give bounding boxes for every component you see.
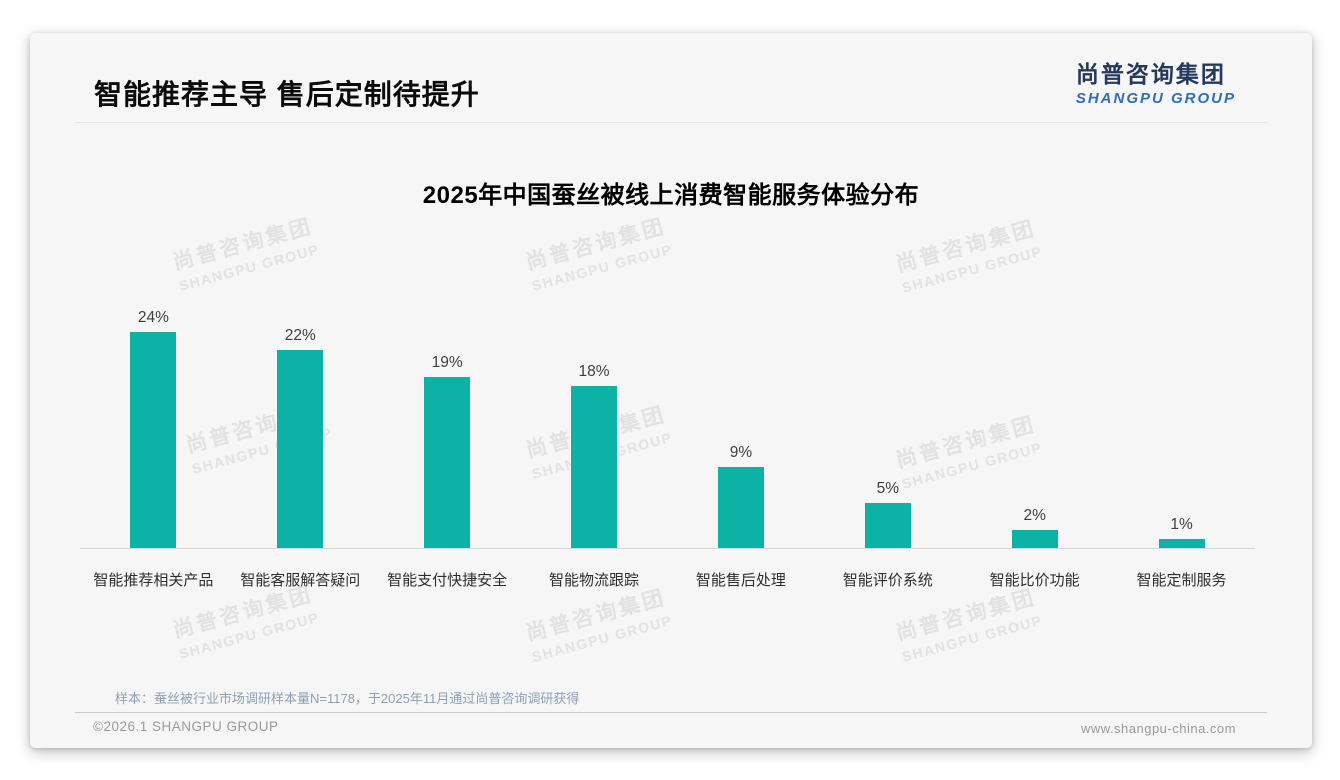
bar-column: 1% [1108, 298, 1255, 548]
bar-category-label: 智能支付快捷安全 [387, 572, 508, 589]
watermark: 尚普咨询集团 SHANGPU GROUP [147, 204, 343, 300]
watermark-en-text: SHANGPU GROUP [530, 611, 675, 665]
watermark: 尚普咨询集团 SHANGPU GROUP [870, 206, 1066, 302]
bar-category-label: 智能物流跟踪 [549, 572, 640, 589]
watermark-en-text: SHANGPU GROUP [177, 240, 322, 294]
bar [864, 503, 911, 548]
bar [1011, 530, 1058, 548]
footer-divider [75, 712, 1267, 713]
bar-column: 5% [814, 298, 961, 548]
header-divider [75, 122, 1267, 123]
bar-category-label: 智能售后处理 [695, 572, 786, 589]
bar-category-label: 智能定制服务 [1136, 572, 1227, 589]
bar [717, 467, 764, 548]
category-row: 智能推荐相关产品 智能客服解答疑问 智能支付快捷安全 智能物流跟踪 智能售后处理 智能评价… [80, 569, 1255, 590]
bar-column: 22% [227, 298, 374, 548]
bar-column: 2% [961, 298, 1108, 548]
company-logo: 尚普咨询集团 SHANGPU GROUP [1076, 55, 1236, 107]
watermark-cn-text: 尚普咨询集团 [170, 215, 316, 275]
bar-value-label: 1% [1170, 516, 1193, 533]
watermark-en-text: SHANGPU GROUP [900, 611, 1045, 665]
bar-column: 24% [80, 298, 227, 548]
bar-value-label: 18% [578, 363, 610, 380]
watermark: 尚普咨询集团 SHANGPU GROUP [500, 204, 696, 300]
plot-area: 24% 22% 19% 18% 9% 5% 2% 1% [80, 298, 1255, 548]
bar-column: 18% [521, 298, 668, 548]
bar [571, 386, 618, 548]
watermark-en-text: SHANGPU GROUP [177, 608, 322, 662]
chart-title: 2025年中国蚕丝被线上消费智能服务体验分布 [422, 182, 920, 209]
x-axis-line [80, 548, 1255, 549]
bar-category-label: 智能评价系统 [842, 572, 933, 589]
page-title: 智能推荐主导 售后定制待提升 [94, 79, 480, 110]
logo-cn-text: 尚普咨询集团 [1075, 61, 1226, 87]
bar [424, 377, 471, 548]
watermark-en-text: SHANGPU GROUP [530, 240, 675, 294]
bar [1158, 539, 1205, 548]
bar-category-label: 智能推荐相关产品 [93, 572, 214, 589]
bar [130, 332, 177, 548]
bar-column: 9% [668, 298, 815, 548]
sample-note: 样本：蚕丝被行业市场调研样本量N=1178，于2025年11月通过尚普咨询调研获… [115, 691, 580, 706]
website-url: www.shangpu-china.com [1080, 721, 1236, 736]
bar-value-label: 24% [137, 309, 169, 326]
bar [277, 350, 324, 548]
bar-category-label: 智能客服解答疑问 [240, 572, 361, 589]
bar-column: 19% [374, 298, 521, 548]
bar-value-label: 5% [876, 480, 900, 497]
copyright-text: ©2026.1 SHANGPU GROUP [93, 719, 279, 734]
watermark-cn-text: 尚普咨询集团 [893, 217, 1039, 277]
bar-value-label: 22% [284, 327, 316, 344]
watermark-cn-text: 尚普咨询集团 [523, 215, 669, 275]
bar-value-label: 9% [729, 444, 753, 461]
watermark-en-text: SHANGPU GROUP [900, 242, 1045, 296]
bar-value-label: 2% [1023, 507, 1046, 524]
slide-card: 尚普咨询集团 SHANGPU GROUP 尚普咨询集团 SHANGPU GROU… [30, 33, 1312, 748]
bar-value-label: 19% [431, 354, 463, 371]
logo-en-text: SHANGPU GROUP [1075, 90, 1236, 107]
bar-category-label: 智能比价功能 [989, 572, 1080, 589]
